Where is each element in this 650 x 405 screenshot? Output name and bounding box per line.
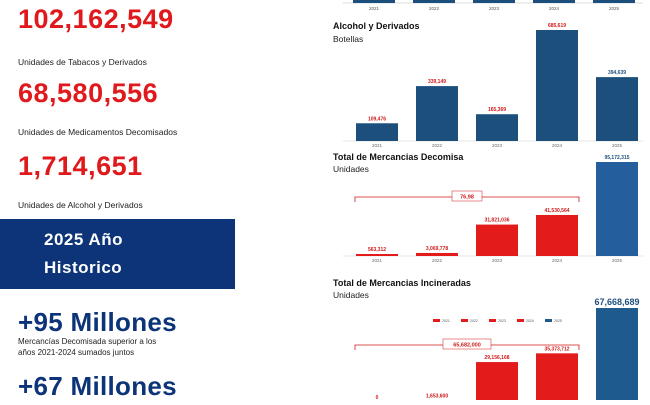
highlight-decomisada-value: +95 Millones bbox=[18, 307, 177, 337]
chart-legend-swatch bbox=[489, 319, 496, 322]
chart-legend-label: 2024 bbox=[526, 319, 534, 323]
alcohol-chart: Alcohol y Derivados Botellas 109,476 2021… bbox=[333, 18, 650, 148]
top-chart-bar bbox=[473, 0, 515, 3]
chart-legend-swatch bbox=[545, 319, 552, 322]
top-chart-bar bbox=[413, 0, 455, 3]
chart-bar bbox=[476, 224, 518, 256]
chart-data-label: 95,172,315 bbox=[604, 155, 629, 161]
left-stats-panel: 102,162,549 Unidades de Tabacos y Deriva… bbox=[0, 4, 235, 401]
chart-legend-swatch bbox=[517, 319, 524, 322]
chart-tick-label: 2024 bbox=[552, 143, 563, 148]
chart-data-label: 109,476 bbox=[368, 116, 386, 122]
chart-tick-label: 2022 bbox=[432, 143, 443, 148]
chart-tick-label: 2021 bbox=[372, 258, 383, 263]
decomisadas-chart-svg: 563,312 2021 3,069,778 2022 31,821,036 2023 41… bbox=[343, 155, 643, 263]
top-partial-chart: 2021 2022 2023 2024 2025 bbox=[333, 0, 650, 16]
chart-data-label: 3,069,778 bbox=[426, 246, 448, 252]
chart-tick-label: 2023 bbox=[492, 143, 503, 148]
top-chart-tick: 2023 bbox=[489, 6, 500, 11]
incineradas-chart: Total de Mercancias Incineradas Unidades… bbox=[333, 275, 650, 404]
chart-bracket-label-box bbox=[451, 190, 483, 202]
chart-bar bbox=[356, 123, 398, 141]
chart-tick-label: 2025 bbox=[612, 258, 623, 263]
chart-bar bbox=[356, 254, 398, 256]
chart-bar bbox=[416, 252, 458, 256]
chart-data-label: 0 bbox=[376, 395, 379, 400]
top-chart-bar bbox=[533, 0, 575, 3]
chart-legend-swatch bbox=[461, 319, 468, 322]
chart-bar bbox=[416, 86, 458, 141]
alcohol-chart-svg: 109,476 2021 339,149 2022 165,369 2023 685,619… bbox=[343, 23, 643, 148]
chart-data-label: 1,653,600 bbox=[426, 394, 448, 400]
top-chart-bar bbox=[593, 0, 635, 3]
chart-tick-label: 2022 bbox=[432, 258, 443, 263]
highlight-caption-line-2: años 2021-2024 sumados juntos bbox=[18, 348, 135, 357]
chart-bar bbox=[596, 162, 638, 256]
chart-legend-label: 2021 bbox=[442, 319, 450, 323]
alcohol-total-value: 1,714,651 bbox=[18, 151, 143, 181]
chart-data-label: 31,821,036 bbox=[484, 218, 509, 224]
highlight-decomisada-caption: Mercancías Decomisada superior a los año… bbox=[18, 336, 218, 358]
chart-bracket-label-box bbox=[442, 338, 492, 350]
chart-bar bbox=[476, 362, 518, 403]
chart-bar bbox=[536, 353, 578, 403]
chart-data-label: 35,373,712 bbox=[544, 346, 569, 352]
chart-legend-label: 2025 bbox=[554, 319, 562, 323]
chart-tick-label: 2025 bbox=[612, 143, 623, 148]
alcohol-chart-subtitle: Botellas bbox=[333, 34, 364, 44]
top-chart-tick: 2021 bbox=[369, 6, 380, 11]
decomisadas-chart-subtitle: Unidades bbox=[333, 164, 369, 174]
chart-data-label: 394,639 bbox=[608, 70, 626, 76]
banner-line-1: 2025 Año bbox=[44, 230, 123, 249]
incineradas-chart-svg: 0 2021 1,653,600 2022 29,156,168 2023 35,373,7… bbox=[343, 297, 643, 404]
chart-bracket-label: 76,98 bbox=[460, 195, 474, 201]
chart-tick-label: 2021 bbox=[372, 143, 383, 148]
chart-data-label: 67,668,689 bbox=[594, 297, 639, 307]
chart-tick-label: 2023 bbox=[492, 258, 503, 263]
top-chart-tick: 2024 bbox=[549, 6, 560, 11]
historic-year-banner: 2025 Año Historico bbox=[0, 219, 235, 289]
alcohol-caption: Unidades de Alcohol y Derivados bbox=[18, 200, 143, 210]
incineradas-chart-subtitle: Unidades bbox=[333, 290, 369, 300]
top-chart-tick: 2025 bbox=[609, 6, 620, 11]
chart-legend-swatch bbox=[433, 319, 440, 322]
chart-legend-label: 2023 bbox=[498, 319, 506, 323]
tabaco-caption: Unidades de Tabacos y Derivados bbox=[18, 57, 147, 67]
alcohol-chart-title: Alcohol y Derivados bbox=[333, 21, 420, 31]
chart-bar bbox=[596, 77, 638, 141]
highlight-caption-line-1: Mercancías Decomisada superior a los bbox=[18, 337, 157, 346]
top-chart-bar bbox=[353, 0, 395, 3]
decomisadas-chart-title: Total de Mercancias Decomisa bbox=[333, 152, 464, 162]
banner-line-2: Historico bbox=[44, 258, 123, 277]
chart-data-label: 685,619 bbox=[548, 23, 566, 29]
chart-legend-label: 2022 bbox=[470, 319, 478, 323]
medicamentos-caption: Unidades de Medicamentos Decomisados bbox=[18, 127, 178, 137]
chart-data-label: 165,369 bbox=[488, 107, 506, 113]
chart-data-label: 41,530,564 bbox=[544, 208, 569, 214]
top-chart-tick: 2022 bbox=[429, 6, 440, 11]
chart-tick-label: 2024 bbox=[552, 258, 563, 263]
medicamentos-total-value: 68,580,556 bbox=[18, 78, 159, 108]
chart-data-label: 339,149 bbox=[428, 79, 446, 85]
chart-bracket-label: 65,682,000 bbox=[453, 343, 481, 349]
chart-data-label: 29,156,168 bbox=[484, 355, 509, 361]
chart-bar bbox=[536, 30, 578, 141]
chart-bar bbox=[536, 214, 578, 256]
chart-data-label: 563,312 bbox=[368, 247, 386, 253]
chart-bar bbox=[596, 308, 638, 403]
decomisadas-chart: Total de Mercancias Decomisa Unidades 56… bbox=[333, 150, 650, 272]
highlight-incinerada-value: +67 Millones bbox=[18, 371, 177, 401]
tabaco-total-value: 102,162,549 bbox=[18, 4, 174, 34]
chart-bar bbox=[476, 114, 518, 141]
incineradas-chart-title: Total de Mercancias Incineradas bbox=[333, 278, 471, 288]
top-partial-chart-svg: 2021 2022 2023 2024 2025 bbox=[343, 0, 643, 11]
